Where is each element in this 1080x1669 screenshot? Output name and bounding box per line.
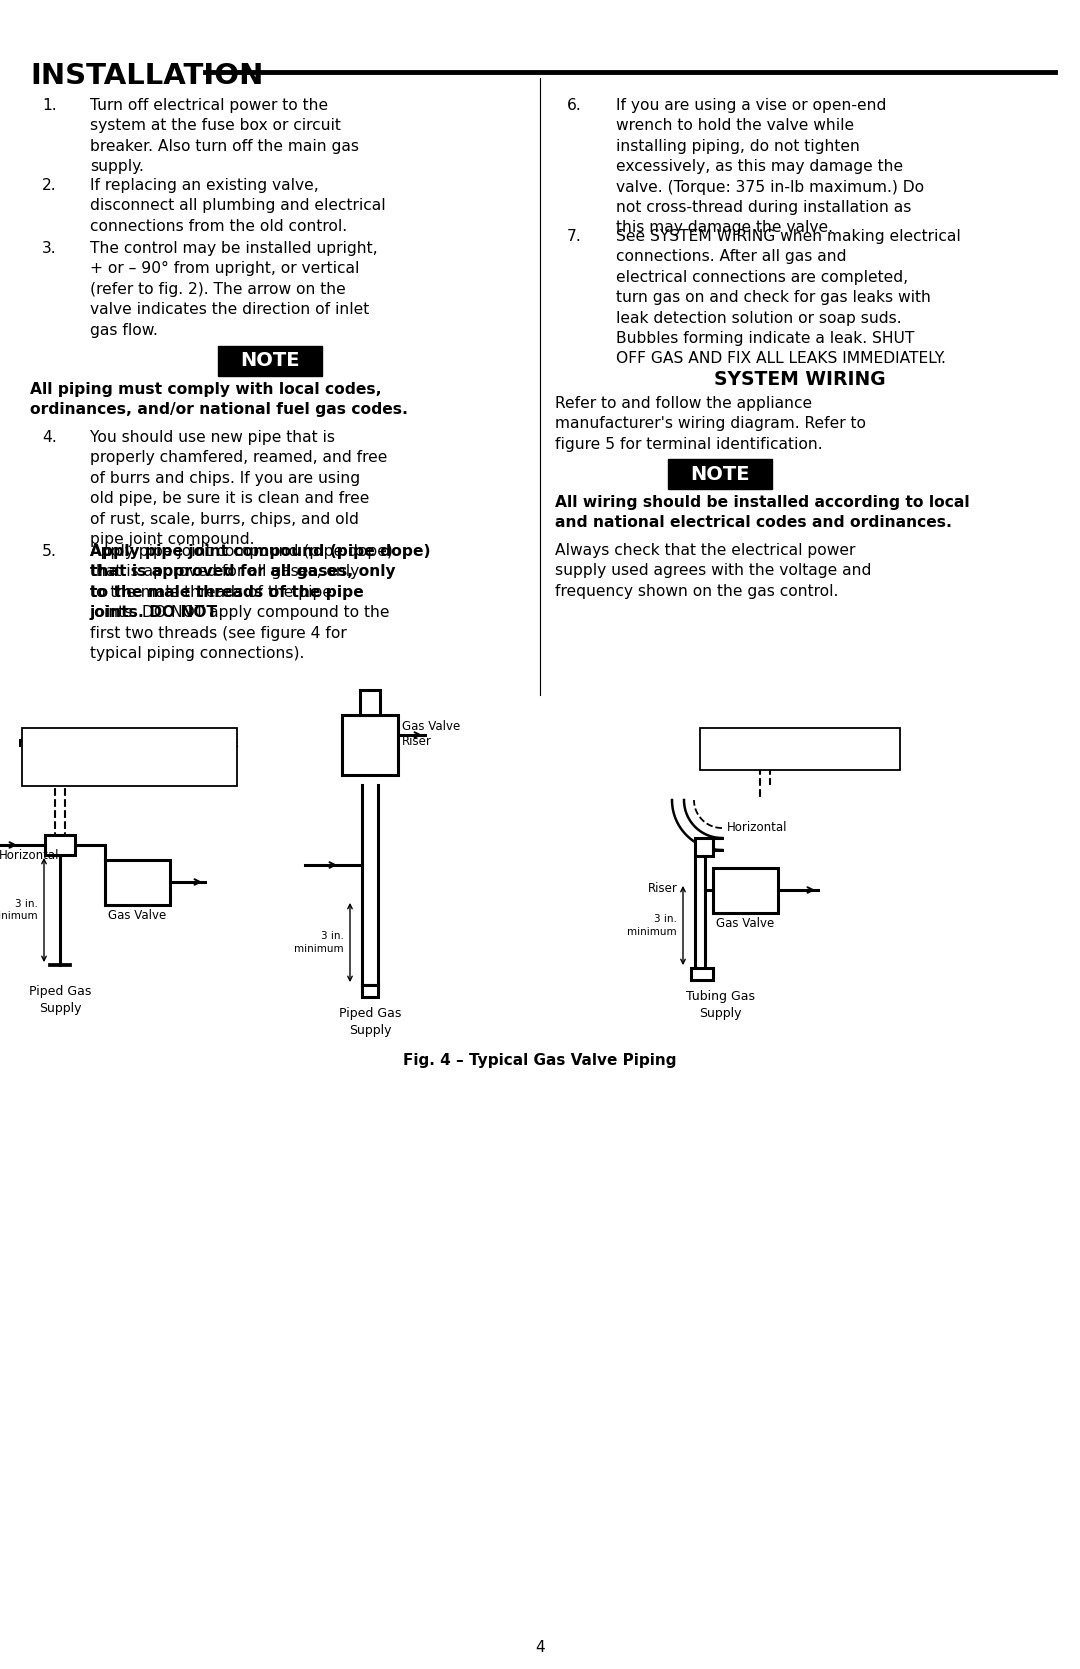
Text: Piped Gas
Supply: Piped Gas Supply	[339, 1006, 401, 1036]
Text: 5.: 5.	[42, 544, 57, 559]
Text: Horizontal: Horizontal	[727, 821, 787, 834]
Text: 3 in.
minimum: 3 in. minimum	[295, 931, 345, 953]
Text: 4.: 4.	[42, 431, 57, 446]
Text: 3 in.
minimum: 3 in. minimum	[627, 915, 677, 936]
Text: Riser: Riser	[402, 734, 432, 748]
Text: Gas Valve: Gas Valve	[108, 910, 166, 921]
Text: NOTE:  ALWAYS INCLUDE A
DRIP LEG IN PIPING: NOTE: ALWAYS INCLUDE A DRIP LEG IN PIPIN…	[715, 738, 886, 761]
Text: All piping must comply with local codes,
ordinances, and/or national fuel gas co: All piping must comply with local codes,…	[30, 382, 408, 417]
Text: SYSTEM WIRING: SYSTEM WIRING	[714, 371, 886, 389]
Text: Riser: Riser	[648, 881, 678, 895]
Bar	[342, 714, 399, 774]
Text: Gas Valve: Gas Valve	[716, 916, 774, 930]
Bar	[713, 868, 778, 913]
Text: NOTE: NOTE	[690, 464, 750, 484]
Text: Apply pipe joint compound (pipe dope)
that is approved for all gases, only
to th: Apply pipe joint compound (pipe dope) th…	[90, 544, 431, 621]
Text: 3.: 3.	[42, 240, 56, 255]
Text: You should use new pipe that is
properly chamfered, reamed, and free
of burrs an: You should use new pipe that is properly…	[90, 431, 388, 547]
Text: Refer to and follow the appliance
manufacturer's wiring diagram. Refer to
figure: Refer to and follow the appliance manufa…	[555, 396, 866, 452]
Bar	[696, 838, 713, 856]
Text: 2.: 2.	[42, 179, 56, 194]
Text: Tubing Gas
Supply: Tubing Gas Supply	[686, 990, 755, 1020]
Text: Fig. 4 – Typical Gas Valve Piping: Fig. 4 – Typical Gas Valve Piping	[403, 1053, 677, 1068]
Bar	[45, 834, 75, 855]
Text: Drop: Drop	[762, 728, 792, 741]
Text: 4: 4	[536, 1641, 544, 1656]
FancyBboxPatch shape	[669, 459, 772, 489]
Text: Apply pipe joint compound (pipe dope)
that is approved for all gases, only
to th: Apply pipe joint compound (pipe dope) th…	[90, 544, 393, 661]
Text: See SYSTEM WIRING when making electrical
connections. After all gas and
electric: See SYSTEM WIRING when making electrical…	[616, 229, 961, 367]
Text: Horizontal: Horizontal	[0, 850, 59, 861]
Text: 7.: 7.	[567, 229, 582, 244]
Bar	[691, 968, 713, 980]
Text: If you are using a vise or open-end
wrench to hold the valve while
installing pi: If you are using a vise or open-end wren…	[616, 98, 924, 235]
Text: 6.: 6.	[567, 98, 582, 113]
Text: NOTE: NOTE	[240, 352, 300, 371]
FancyBboxPatch shape	[22, 728, 237, 786]
Text: Turn off electrical power to the
system at the fuse box or circuit
breaker. Also: Turn off electrical power to the system …	[90, 98, 359, 174]
Text: Drop: Drop	[58, 738, 86, 751]
Text: NOTE:  A MANUAL SHUTOFF VALVE
MUST BE INSTALLED WITHIN
6 FEET OF THE EQUIPMENT: NOTE: A MANUAL SHUTOFF VALVE MUST BE INS…	[18, 739, 240, 774]
Bar	[360, 689, 380, 714]
Text: Piped Gas
Supply: Piped Gas Supply	[29, 985, 91, 1015]
Bar	[362, 985, 378, 996]
Text: The control may be installed upright,
+ or – 90° from upright, or vertical
(refe: The control may be installed upright, + …	[90, 240, 378, 337]
Text: 3 in.
minimum: 3 in. minimum	[0, 900, 38, 921]
Text: Always check that the electrical power
supply used agrees with the voltage and
f: Always check that the electrical power s…	[555, 542, 872, 599]
Text: All wiring should be installed according to local
and national electrical codes : All wiring should be installed according…	[555, 496, 970, 531]
Text: Gas Valve: Gas Valve	[402, 719, 460, 733]
Text: INSTALLATION: INSTALLATION	[30, 62, 264, 90]
Bar	[105, 860, 170, 905]
FancyBboxPatch shape	[700, 728, 900, 769]
Text: 1.: 1.	[42, 98, 56, 113]
FancyBboxPatch shape	[218, 345, 322, 376]
Text: If replacing an existing valve,
disconnect all plumbing and electrical
connectio: If replacing an existing valve, disconne…	[90, 179, 386, 234]
